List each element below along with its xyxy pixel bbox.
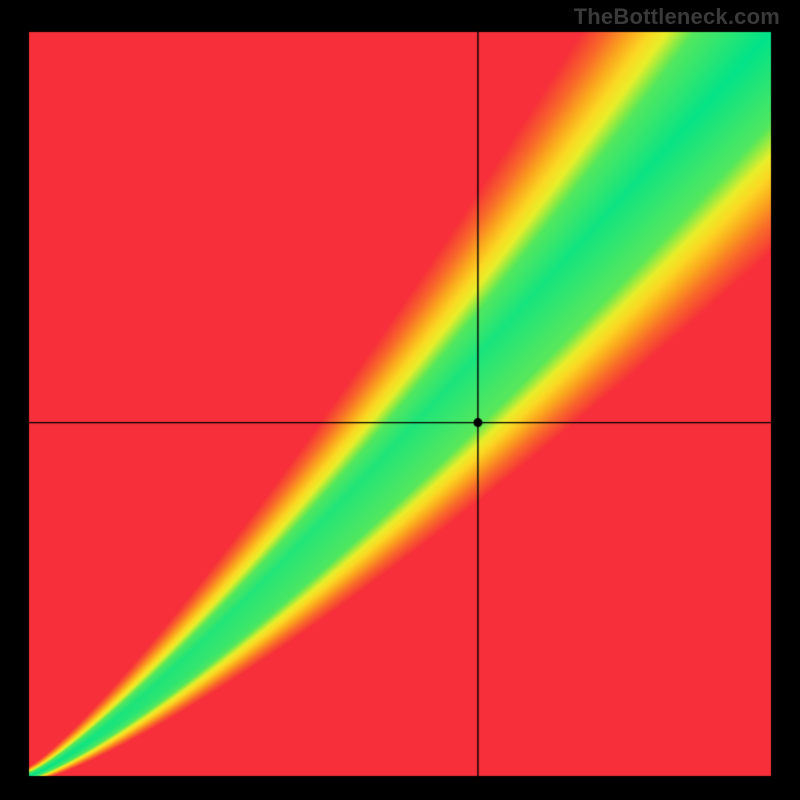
bottleneck-heatmap — [0, 0, 800, 800]
chart-container: TheBottleneck.com — [0, 0, 800, 800]
watermark-text: TheBottleneck.com — [574, 4, 780, 30]
